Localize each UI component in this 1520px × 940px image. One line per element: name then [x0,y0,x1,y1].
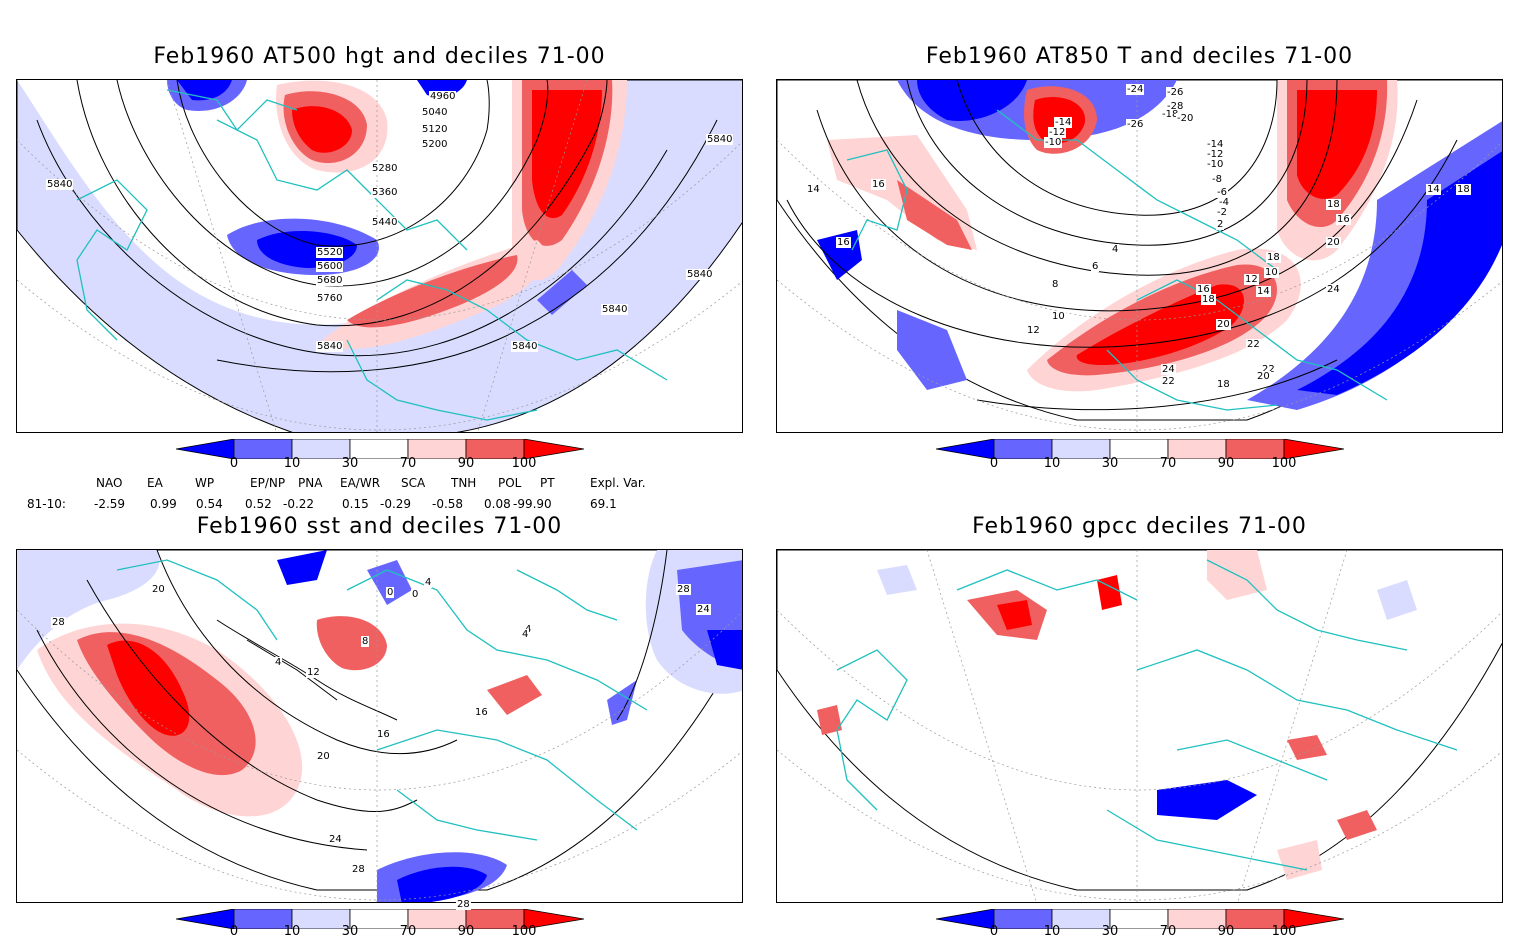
colorbar-tick: 30 [1101,456,1119,471]
colorbar-tick: 10 [1043,456,1061,471]
index-value: 0.99 [150,497,177,511]
colorbar-bottom-left: 0 10 30 70 90 100 [175,908,585,940]
map-gpcc-svg [777,550,1502,902]
indices-value-row: 81-10: -2.59 0.99 0.54 0.52 -0.22 0.15 -… [0,497,700,513]
index-header: PT [540,476,555,490]
index-header: POL [498,476,522,490]
colorbar-tick: 0 [989,924,999,939]
colorbar-tick: 100 [511,924,537,939]
colorbar-tick: 10 [1043,924,1061,939]
index-header: Expl. Var. [590,476,646,490]
colorbar-tick: 0 [229,924,239,939]
colorbar-tick: 100 [1271,456,1297,471]
colorbar-tick: 70 [399,924,417,939]
map-panel-t850 [776,79,1503,433]
colorbar-top-left: 0 10 30 70 90 100 [175,438,585,479]
colorbar-tick: 10 [283,924,301,939]
colorbar-tick: 100 [511,456,537,471]
map-panel-hgt [16,79,743,433]
map-panel-gpcc [776,549,1503,903]
index-header: PNA [298,476,323,490]
panel-title-hgt: Feb1960 AT500 hgt and deciles 71-00 [153,44,606,69]
index-header: EA [147,476,163,490]
colorbar-tick: 90 [1217,456,1235,471]
colorbar-tick: 90 [457,456,475,471]
colorbar-tick: 30 [341,924,359,939]
index-value: 69.1 [590,497,617,511]
colorbar-tick: 90 [457,924,475,939]
index-header: SCA [401,476,426,490]
index-value: -0.29 [380,497,412,511]
panel-title-sst: Feb1960 sst and deciles 71-00 [196,514,563,539]
index-value: 0.08 [484,497,511,511]
colorbar-tick: 10 [283,456,301,471]
index-value: 0.15 [342,497,369,511]
colorbar-tick: 100 [1271,924,1297,939]
index-value: -99.90 [513,497,552,511]
colorbar-tick: 70 [1159,456,1177,471]
map-sst-svg [17,550,742,902]
panel-title-t850: Feb1960 AT850 T and deciles 71-00 [925,44,1354,69]
map-t850-svg [777,80,1502,432]
panel-title-gpcc: Feb1960 gpcc deciles 71-00 [972,514,1307,539]
colorbar-tick: 0 [989,456,999,471]
index-header: EP/NP [250,476,286,490]
index-value: -0.58 [432,497,464,511]
colorbar-tick: 30 [1101,924,1119,939]
colorbar-bottom-right: 0 10 30 70 90 100 [935,908,1345,940]
colorbar-bottom-right-svg [935,908,1345,930]
index-value: 0.54 [196,497,223,511]
colorbar-top-right-svg [935,438,1345,460]
colorbar-tick: 0 [229,456,239,471]
colorbar-tick: 30 [341,456,359,471]
map-hgt-svg [17,80,742,432]
map-panel-sst [16,549,743,903]
colorbar-tick: 90 [1217,924,1235,939]
index-header: EA/WR [340,476,381,490]
colorbar-tick: 70 [1159,924,1177,939]
colorbar-top-right: 0 10 30 70 90 100 [935,438,1345,479]
colorbar-bottom-left-svg [175,908,585,930]
indices-header-row: NAO EA WP EP/NP PNA EA/WR SCA TNH POL PT… [0,476,700,492]
index-header: NAO [96,476,123,490]
index-value: 0.52 [245,497,272,511]
index-value: -2.59 [94,497,126,511]
index-value: -0.22 [283,497,315,511]
index-row-label: 81-10: [27,497,66,511]
index-header: WP [195,476,215,490]
colorbar-tick: 70 [399,456,417,471]
index-header: TNH [451,476,477,490]
